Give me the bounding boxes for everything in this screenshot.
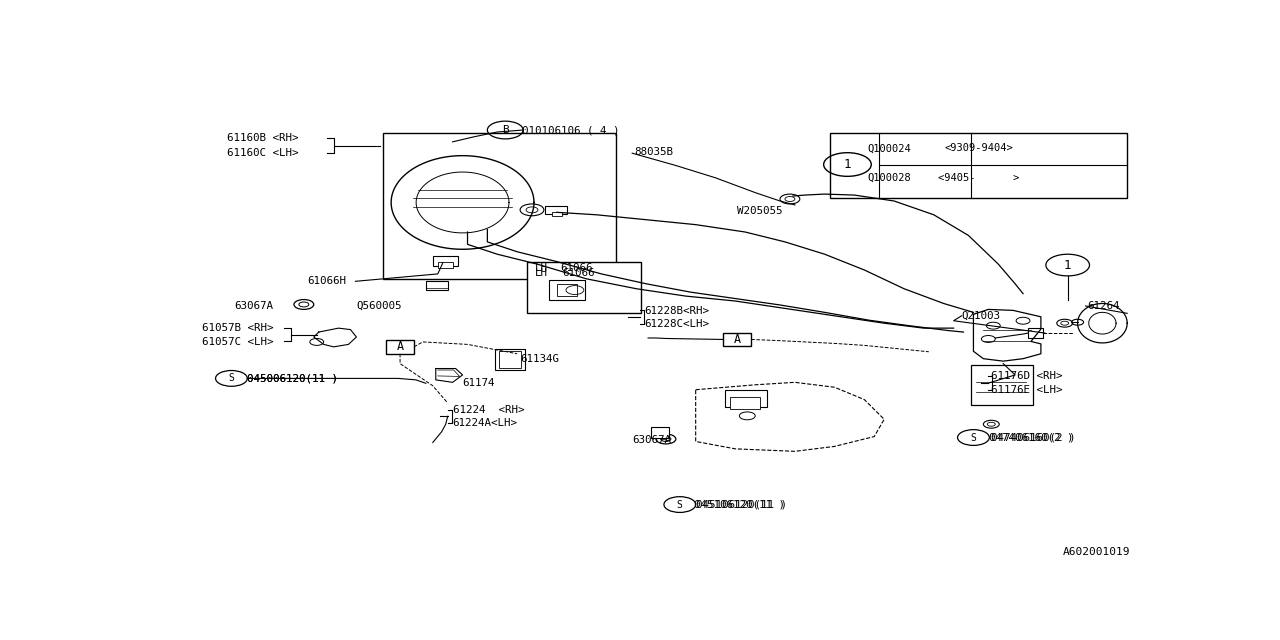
Text: 61160B <RH>: 61160B <RH> bbox=[228, 133, 300, 143]
Text: LH: LH bbox=[535, 263, 548, 273]
Bar bbox=[438, 262, 453, 268]
Bar bbox=[731, 397, 760, 410]
Text: 63067A: 63067A bbox=[234, 301, 274, 311]
Bar bbox=[426, 282, 448, 290]
Text: 61066: 61066 bbox=[562, 268, 594, 278]
Text: 61066H: 61066H bbox=[307, 276, 346, 286]
Bar bbox=[726, 390, 767, 407]
Text: 61228B<RH>: 61228B<RH> bbox=[644, 306, 709, 316]
Text: Q21003: Q21003 bbox=[961, 311, 1001, 321]
Bar bbox=[1028, 328, 1043, 338]
Text: 1: 1 bbox=[844, 158, 851, 171]
Bar bbox=[383, 134, 617, 279]
Text: 047406160(2 ): 047406160(2 ) bbox=[991, 433, 1075, 442]
Bar bbox=[552, 212, 562, 216]
Text: 045006120(11 ): 045006120(11 ) bbox=[247, 373, 338, 383]
Bar bbox=[387, 340, 413, 354]
Text: 61134G: 61134G bbox=[520, 354, 559, 364]
Bar bbox=[972, 365, 1033, 404]
Bar bbox=[557, 284, 577, 296]
Text: 61228C<LH>: 61228C<LH> bbox=[644, 319, 709, 329]
Text: Q100028: Q100028 bbox=[868, 173, 911, 183]
Text: 61176D <RH>: 61176D <RH> bbox=[991, 371, 1062, 381]
Bar bbox=[549, 280, 585, 300]
Text: B: B bbox=[502, 125, 508, 135]
Bar bbox=[495, 349, 525, 370]
Text: 045006120(11 ): 045006120(11 ) bbox=[247, 373, 338, 383]
Text: <9405-      >: <9405- > bbox=[938, 173, 1019, 183]
Text: A: A bbox=[397, 340, 403, 353]
Text: A602001019: A602001019 bbox=[1062, 547, 1130, 557]
Text: LH: LH bbox=[535, 268, 548, 278]
Text: 61174: 61174 bbox=[462, 378, 495, 388]
Text: 61160C <LH>: 61160C <LH> bbox=[228, 148, 300, 158]
Text: 63067A: 63067A bbox=[632, 435, 671, 445]
Text: 045106120(11 ): 045106120(11 ) bbox=[694, 500, 785, 509]
Text: 61057B <RH>: 61057B <RH> bbox=[202, 323, 273, 333]
Bar bbox=[829, 134, 1128, 198]
Text: 1: 1 bbox=[1064, 259, 1071, 271]
Bar bbox=[723, 333, 751, 346]
Bar bbox=[545, 206, 567, 214]
Bar bbox=[499, 351, 521, 368]
Bar bbox=[527, 262, 641, 314]
Text: 61176E <LH>: 61176E <LH> bbox=[991, 385, 1062, 395]
Bar bbox=[433, 256, 458, 266]
Text: W205055: W205055 bbox=[737, 206, 783, 216]
Text: S: S bbox=[970, 433, 977, 442]
Text: 61224A<LH>: 61224A<LH> bbox=[453, 418, 517, 428]
Text: A: A bbox=[733, 333, 741, 346]
Text: 61066: 61066 bbox=[559, 263, 593, 273]
Text: 61224  <RH>: 61224 <RH> bbox=[453, 405, 524, 415]
Text: 047406160(2 ): 047406160(2 ) bbox=[989, 433, 1074, 442]
Text: 045106120(11 ): 045106120(11 ) bbox=[696, 500, 787, 509]
Text: 61264: 61264 bbox=[1088, 301, 1120, 311]
Text: Q560005: Q560005 bbox=[356, 301, 402, 311]
Text: <9309-9404>: <9309-9404> bbox=[945, 143, 1012, 153]
Text: 010106106 ( 4 ): 010106106 ( 4 ) bbox=[522, 125, 620, 135]
Text: S: S bbox=[677, 500, 682, 509]
Text: 88035B: 88035B bbox=[634, 147, 673, 157]
Text: Q100024: Q100024 bbox=[868, 143, 911, 153]
Bar bbox=[652, 427, 669, 438]
Text: 61057C <LH>: 61057C <LH> bbox=[202, 337, 273, 347]
Text: S: S bbox=[229, 373, 234, 383]
